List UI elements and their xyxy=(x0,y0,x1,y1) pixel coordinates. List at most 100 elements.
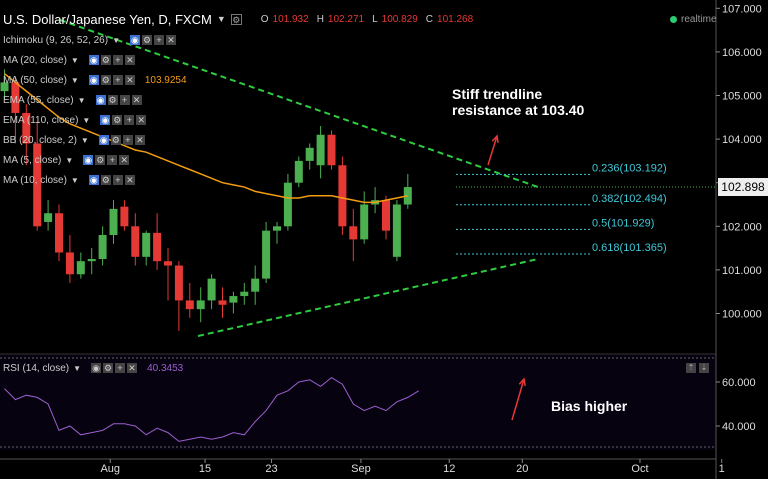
plus-icon[interactable]: + xyxy=(112,75,123,85)
close-icon[interactable]: ✕ xyxy=(165,35,176,45)
resistance-arrow xyxy=(487,134,499,166)
plus-icon[interactable]: + xyxy=(119,95,130,105)
indicator-legend-row: MA (5, close) ▼ ◉ ⚙ + ✕ xyxy=(3,153,130,167)
chevron-down-icon[interactable]: ▼ xyxy=(80,135,89,145)
candle-body xyxy=(120,206,129,227)
settings-icon[interactable]: ⚙ xyxy=(100,55,111,65)
close-icon[interactable]: ✕ xyxy=(119,155,130,165)
candle-body xyxy=(11,82,20,113)
candle-body xyxy=(360,204,369,240)
candle-body xyxy=(262,230,271,279)
settings-icon[interactable]: ⚙ xyxy=(230,13,242,25)
candle-body xyxy=(142,232,151,257)
plus-icon[interactable]: + xyxy=(112,175,123,185)
plus-icon[interactable]: + xyxy=(107,155,118,165)
chevron-down-icon[interactable]: ▼ xyxy=(70,175,79,185)
close-icon[interactable]: ✕ xyxy=(124,75,135,85)
rsi-y-tick-label: 60.000 xyxy=(722,377,756,389)
candle-body xyxy=(273,226,281,231)
eye-icon[interactable]: ◉ xyxy=(88,55,99,65)
support-trendline xyxy=(197,258,539,337)
eye-icon[interactable]: ◉ xyxy=(88,75,99,85)
chevron-down-icon[interactable]: ▼ xyxy=(77,95,86,105)
close-icon[interactable]: ✕ xyxy=(136,115,147,125)
plus-icon[interactable]: + xyxy=(115,363,126,373)
pane-controls: ⇡ ⇣ xyxy=(686,363,709,373)
settings-icon[interactable]: ⚙ xyxy=(107,95,118,105)
settings-icon[interactable]: ⚙ xyxy=(112,115,123,125)
candle-body xyxy=(218,300,227,305)
settings-icon[interactable]: ⚙ xyxy=(141,35,152,45)
y-tick-label: 101.000 xyxy=(722,265,762,277)
arrow-shaft xyxy=(487,135,498,166)
rsi-line xyxy=(4,376,419,442)
indicator-label[interactable]: EMA (55, close) xyxy=(3,94,74,106)
indicator-legend-row: EMA (55, close) ▼ ◉ ⚙ + ✕ xyxy=(3,93,142,107)
realtime-label: realtime xyxy=(681,14,717,25)
candle-body xyxy=(349,226,358,240)
move-down-icon[interactable]: ⇣ xyxy=(699,363,709,373)
move-up-icon[interactable]: ⇡ xyxy=(686,363,696,373)
eye-icon[interactable]: ◉ xyxy=(95,95,106,105)
indicator-label[interactable]: EMA (110, close) xyxy=(3,114,79,126)
candle-body xyxy=(174,265,183,301)
chevron-down-icon[interactable]: ▼ xyxy=(216,14,226,24)
plus-icon[interactable]: + xyxy=(153,35,164,45)
eye-icon[interactable]: ◉ xyxy=(91,363,102,373)
candle-body xyxy=(283,182,292,227)
chevron-down-icon[interactable]: ▼ xyxy=(112,35,120,45)
candle-body xyxy=(392,204,401,257)
candle-body xyxy=(207,278,216,301)
rsi-legend: RSI (14, close) ▼ ◉ ⚙ + ✕ 40.3453 xyxy=(3,361,183,375)
indicator-label[interactable]: MA (5, close) xyxy=(3,154,62,166)
eye-icon[interactable]: ◉ xyxy=(129,35,140,45)
candle-body xyxy=(55,213,63,253)
chevron-down-icon[interactable]: ▼ xyxy=(82,115,91,125)
symbol-title[interactable]: U.S. Dollar/Japanese Yen, D, FXCM xyxy=(3,11,212,27)
indicator-value: 103.9254 xyxy=(144,74,187,86)
resistance-trendline xyxy=(59,19,539,188)
indicator-label[interactable]: BB (20, close, 2) xyxy=(3,134,77,146)
eye-icon[interactable]: ◉ xyxy=(98,135,109,145)
x-tick-label: Oct xyxy=(631,463,648,475)
x-tick-label: 12 xyxy=(443,463,455,475)
close-icon[interactable]: ✕ xyxy=(124,175,135,185)
candle-body xyxy=(229,296,238,303)
chevron-down-icon[interactable]: ▼ xyxy=(70,75,79,85)
settings-icon[interactable]: ⚙ xyxy=(103,363,114,373)
settings-icon[interactable]: ⚙ xyxy=(100,75,111,85)
plus-icon[interactable]: + xyxy=(124,115,135,125)
candle-body xyxy=(33,143,42,227)
eye-icon[interactable]: ◉ xyxy=(83,155,94,165)
live-dot-icon xyxy=(670,16,677,23)
rsi-label[interactable]: RSI (14, close) xyxy=(3,362,70,374)
close-icon[interactable]: ✕ xyxy=(134,135,145,145)
chevron-down-icon[interactable]: ▼ xyxy=(73,363,82,373)
candle-body xyxy=(240,291,249,297)
indicator-label[interactable]: MA (20, close) xyxy=(3,54,67,66)
candle-body xyxy=(251,278,260,292)
candle-body xyxy=(316,134,325,166)
plus-icon[interactable]: + xyxy=(112,55,123,65)
candle-body xyxy=(185,300,194,310)
settings-icon[interactable]: ⚙ xyxy=(95,155,106,165)
indicator-label[interactable]: MA (50, close) xyxy=(3,74,67,86)
close-icon[interactable]: ✕ xyxy=(124,55,135,65)
rsi-pane xyxy=(4,376,419,442)
indicator-label[interactable]: MA (10, close) xyxy=(3,174,67,186)
chevron-down-icon[interactable]: ▼ xyxy=(70,55,79,65)
arrow-head xyxy=(518,377,526,387)
eye-icon[interactable]: ◉ xyxy=(100,115,111,125)
candle-body xyxy=(305,147,314,161)
close-icon[interactable]: ✕ xyxy=(127,363,138,373)
plus-icon[interactable]: + xyxy=(122,135,133,145)
indicator-label[interactable]: Ichimoku (9, 26, 52, 26) xyxy=(3,34,109,46)
x-tick-label: 23 xyxy=(265,463,277,475)
settings-icon[interactable]: ⚙ xyxy=(100,175,111,185)
eye-icon[interactable]: ◉ xyxy=(88,175,99,185)
candle-body xyxy=(382,200,390,231)
close-icon[interactable]: ✕ xyxy=(131,95,142,105)
settings-icon[interactable]: ⚙ xyxy=(110,135,121,145)
fib-level-label: 0.618(101.365) xyxy=(592,242,667,254)
chevron-down-icon[interactable]: ▼ xyxy=(65,155,74,165)
